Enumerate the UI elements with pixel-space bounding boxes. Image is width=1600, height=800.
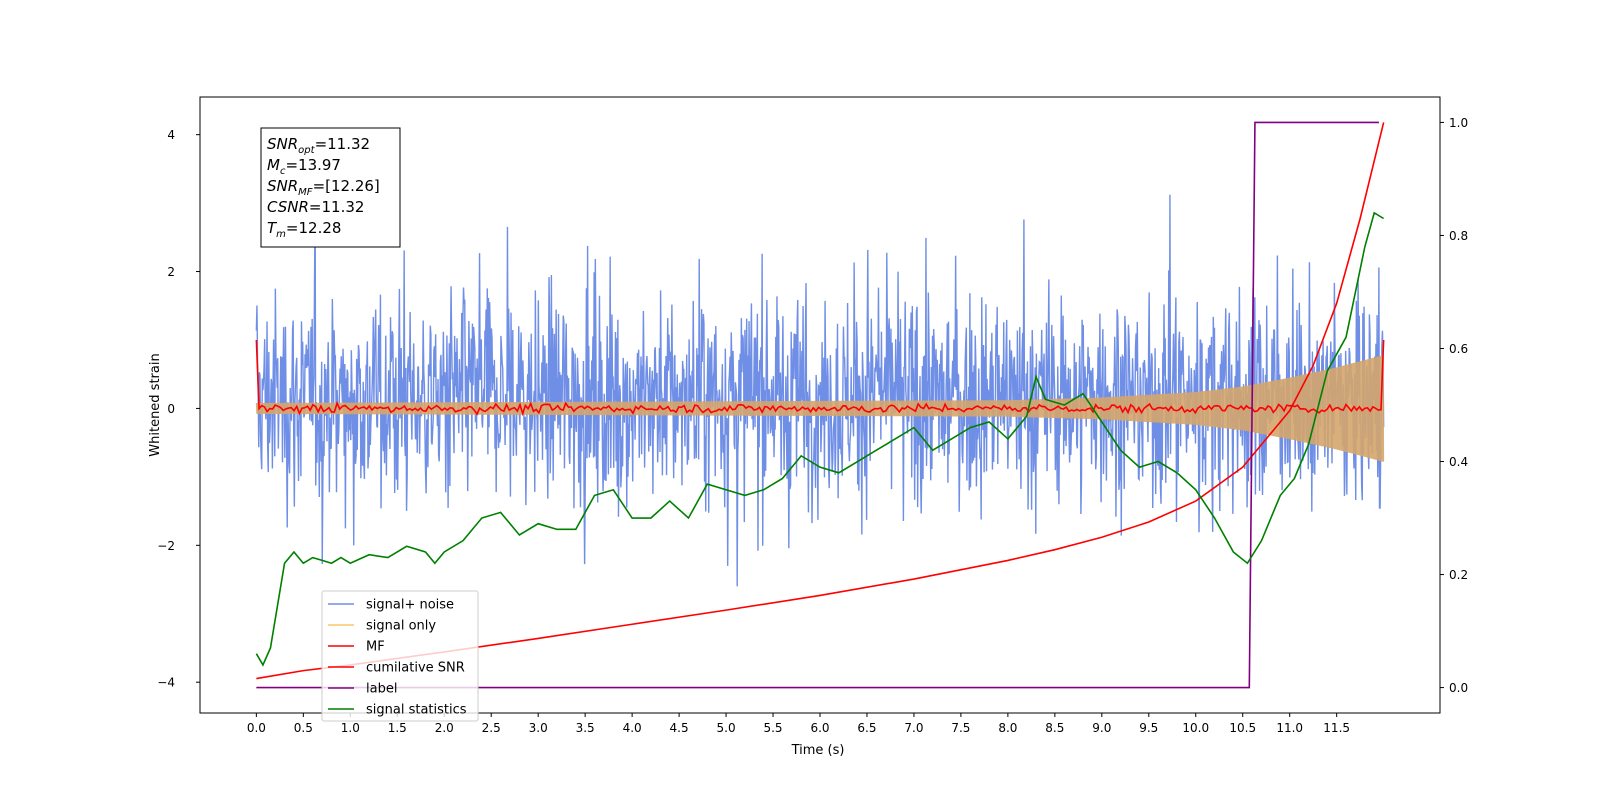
y-axis-left: −4 −2 0 2 4 (157, 128, 200, 690)
series-label (256, 121, 1379, 689)
y2-tick-label: 0.6 (1449, 342, 1468, 356)
legend-frame (321, 590, 479, 722)
x-tick-label: 7.5 (951, 721, 970, 735)
x-axis-label: Time (s) (791, 743, 845, 758)
x-tick-label: 0.0 (247, 721, 266, 735)
legend-label: signal statistics (366, 703, 467, 718)
x-tick-label: 1.5 (388, 721, 407, 735)
y2-tick-label: 0.2 (1449, 568, 1468, 582)
y-tick-label: 0 (167, 402, 175, 416)
legend: signal+ noise signal only MF cumilative SNR… (321, 590, 479, 722)
y2-tick-label: 1.0 (1449, 116, 1468, 130)
y2-tick-label: 0.4 (1449, 455, 1468, 469)
x-tick-label: 3.0 (529, 721, 548, 735)
x-tick-label: 4.0 (623, 721, 642, 735)
y-tick-label: 4 (167, 128, 175, 142)
y2-tick-label: 0.0 (1449, 681, 1468, 695)
x-tick-label: 9.0 (1092, 721, 1111, 735)
x-tick-label: 10.0 (1182, 721, 1209, 735)
legend-label: label (366, 682, 397, 697)
x-axis: 0.0 0.5 1.0 1.5 2.0 2.5 3.0 3.5 4.0 4.5 5.0 5.5 6.0 6… (247, 713, 1350, 735)
legend-label: signal+ noise (366, 598, 454, 613)
annotation-line: SNRopt=11.32 (267, 135, 370, 156)
x-tick-label: 10.5 (1229, 721, 1256, 735)
annotation-line: SNRMF=[12.26] (267, 177, 380, 198)
annotation-line: Tm=12.28 (267, 219, 341, 240)
x-tick-label: 6.0 (810, 721, 829, 735)
x-tick-label: 4.5 (670, 721, 689, 735)
x-tick-label: 8.0 (998, 721, 1017, 735)
legend-label: cumilative SNR (366, 661, 465, 676)
x-tick-label: 5.0 (717, 721, 736, 735)
x-tick-label: 0.5 (294, 721, 313, 735)
x-tick-label: 2.5 (482, 721, 501, 735)
legend-label: MF (366, 640, 385, 655)
annotation-line: Mc=13.97 (267, 156, 341, 177)
x-tick-label: 1.0 (341, 721, 360, 735)
y-axis-right: 0.0 0.2 0.4 0.6 0.8 1.0 (1440, 116, 1468, 695)
series-mf (255, 339, 1385, 417)
y-axis-label: Whitened strain (148, 353, 163, 456)
y-tick-label: 2 (167, 265, 175, 279)
x-tick-label: 11.5 (1323, 721, 1350, 735)
annotation-line: CSNR=11.32 (267, 198, 364, 216)
x-tick-label: 3.5 (576, 721, 595, 735)
x-tick-label: 11.0 (1276, 721, 1303, 735)
x-tick-label: 2.0 (435, 721, 454, 735)
series-signal-statistics (255, 211, 1385, 667)
y-tick-label: −4 (157, 676, 175, 690)
y-tick-label: −2 (157, 539, 175, 553)
x-tick-label: 8.5 (1045, 721, 1064, 735)
x-tick-label: 6.5 (857, 721, 876, 735)
x-tick-label: 7.0 (904, 721, 923, 735)
x-tick-label: 5.5 (763, 721, 782, 735)
annotation-frame (260, 127, 401, 248)
legend-label: signal only (366, 619, 436, 634)
x-tick-label: 9.5 (1139, 721, 1158, 735)
annotation-box: SNRopt=11.32Mc=13.97SNRMF=[12.26]CSNR=11… (260, 127, 401, 248)
y2-tick-label: 0.8 (1449, 229, 1468, 243)
